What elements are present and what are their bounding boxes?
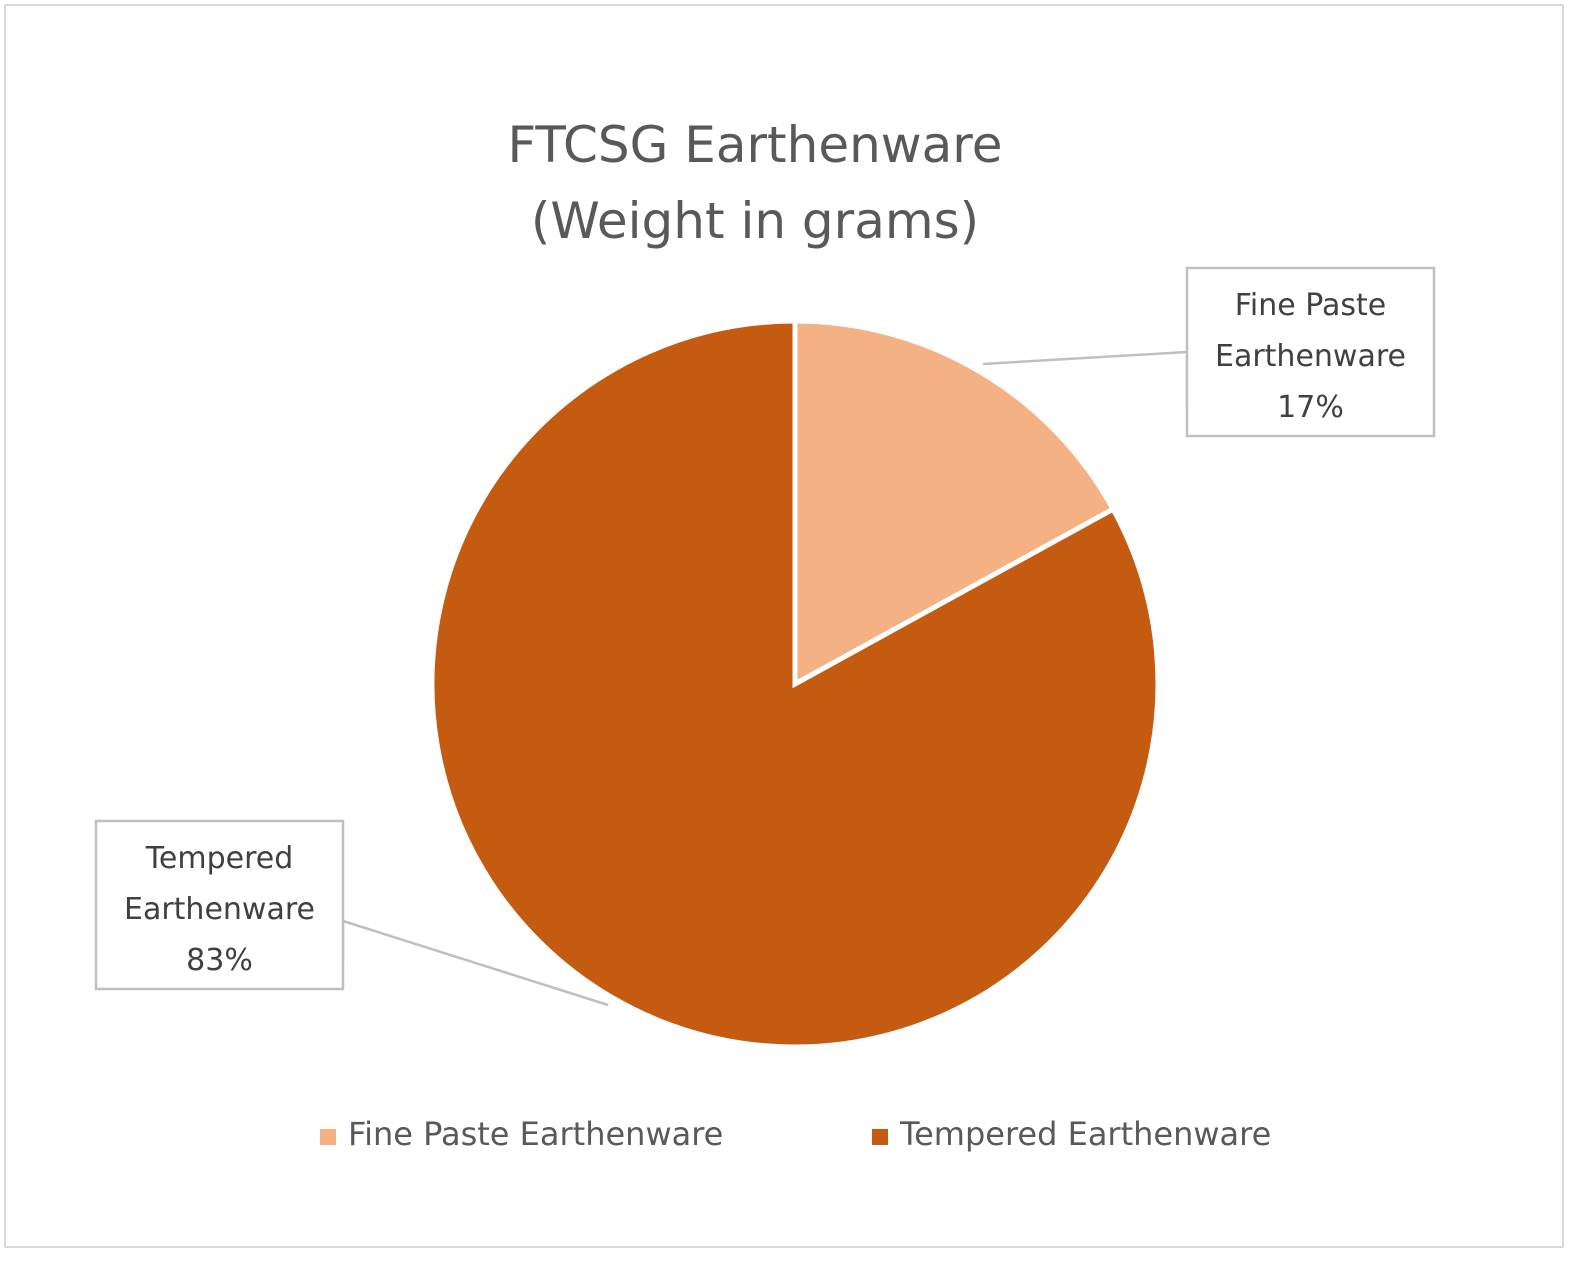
legend-label-tempered-earthenware: Tempered Earthenware <box>899 1115 1271 1153</box>
data-label-category: Fine Paste <box>1235 288 1386 323</box>
data-label-category: Tempered <box>145 841 294 876</box>
pie-slices <box>429 318 1161 1050</box>
legend-label-fine-paste-earthenware: Fine Paste Earthenware <box>348 1115 723 1153</box>
chart-title-line-1: FTCSG Earthenware <box>507 116 1002 174</box>
data-label-callouts: Fine Paste Earthenware 17% Tempered Earthenw… <box>94 266 1436 1007</box>
data-label-percent: 17% <box>1277 390 1344 425</box>
legend-swatch-tempered-earthenware <box>872 1129 888 1145</box>
chart-title-line-2: (Weight in grams) <box>531 192 979 250</box>
chart-legend: Fine Paste Earthenware Tempered Earthenwa… <box>320 1115 1271 1153</box>
pie-slice-fine-paste-earthenware <box>792 318 1117 689</box>
callout-box <box>1185 266 1436 438</box>
callout-box <box>94 819 345 991</box>
pie-slice-tempered-earthenware <box>429 318 1161 1050</box>
legend-swatch-fine-paste-earthenware <box>320 1129 336 1145</box>
data-label-percent: 83% <box>186 943 253 978</box>
data-label-category: Earthenware <box>124 892 315 927</box>
data-label-category: Earthenware <box>1215 339 1406 374</box>
